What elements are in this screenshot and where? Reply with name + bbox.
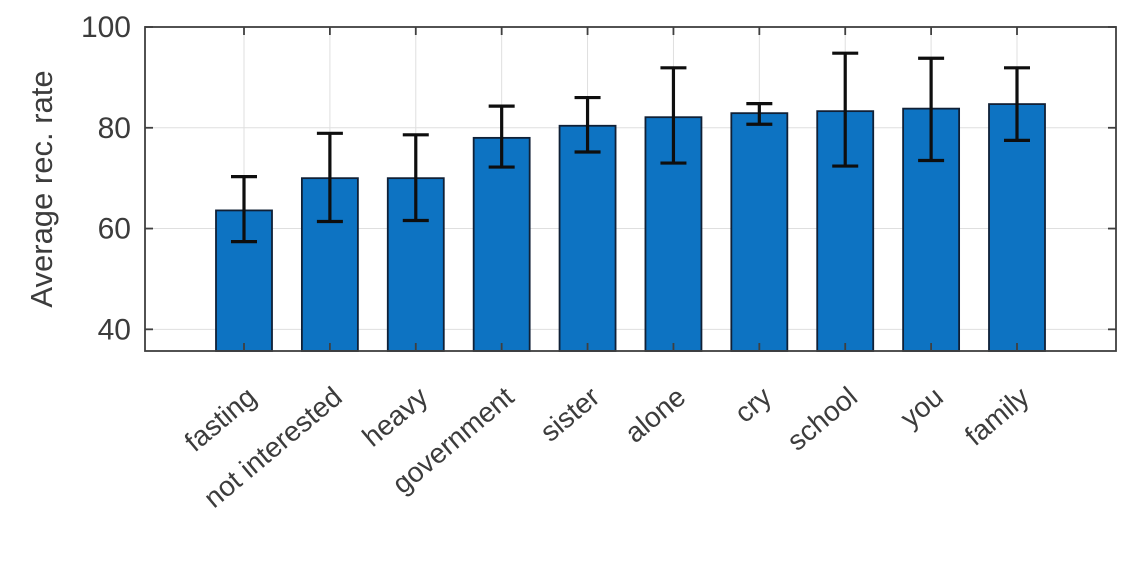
error-bar-fasting: [231, 175, 257, 244]
x-tick-label-cry: cry: [729, 381, 778, 429]
error-bar-you: [918, 56, 945, 163]
error-bar-cry: [746, 101, 773, 126]
axes: [144, 26, 1117, 352]
y-tick-label-40: 40: [98, 313, 131, 346]
y-axis-label: Average rec. rate: [24, 70, 59, 307]
bar-family: [988, 103, 1046, 352]
error-bar-sister: [574, 95, 601, 154]
error-bar-not-interested: [316, 131, 343, 224]
error-bar-heavy: [402, 133, 429, 223]
y-tick-label-60: 60: [98, 213, 131, 246]
x-tick-label-alone: alone: [619, 381, 691, 449]
error-bars: [231, 51, 1030, 244]
bar-sister: [558, 124, 617, 352]
bars: [215, 103, 1046, 352]
x-tick-label-family: family: [959, 381, 1035, 452]
x-tick-label-heavy: heavy: [356, 381, 433, 453]
x-tick-label-school: school: [781, 381, 863, 457]
error-bar-school: [832, 51, 859, 168]
error-bar-government: [488, 104, 515, 169]
gridlines: [145, 27, 1116, 351]
plot-border: [144, 26, 1117, 352]
y-tick-label-100: 100: [81, 11, 131, 44]
error-bar-family: [1004, 66, 1030, 142]
y-tick-label-80: 80: [98, 112, 131, 145]
y-tick-labels: 40 60 80 100: [81, 11, 131, 346]
bar-cry: [730, 112, 789, 352]
x-tick-label-you: you: [894, 381, 949, 434]
x-tick-label-sister: sister: [534, 381, 605, 448]
bar-fasting: [215, 209, 273, 352]
error-bar-alone: [660, 66, 687, 165]
bar-government: [472, 136, 531, 352]
